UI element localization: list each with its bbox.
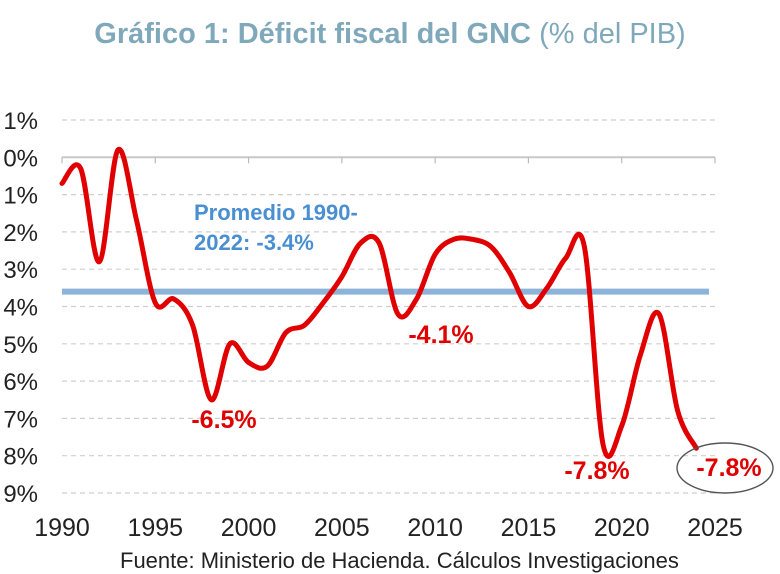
y-tick-label: 0% — [3, 145, 38, 172]
series-layer — [59, 146, 699, 459]
y-tick-label: 3% — [3, 257, 38, 284]
x-axis-ticks: 1990 1995 2000 2005 2010 2015 2020 2025 — [34, 157, 743, 542]
average-label: Promedio 1990- — [194, 200, 358, 225]
x-tick-label: 1995 — [127, 514, 183, 542]
y-tick-label: 4% — [3, 295, 38, 322]
source-note: Fuente: Ministerio de Hacienda. Cálculos… — [120, 548, 679, 573]
y-tick-label: 8% — [3, 444, 38, 471]
data-label: -6.5% — [191, 406, 256, 434]
y-tick-label: 2% — [3, 220, 38, 247]
x-tick-label: 2005 — [314, 514, 370, 542]
data-label: -4.1% — [408, 321, 473, 349]
annotation-layer: -6.5% -4.1% -7.8% -7.8% — [191, 321, 774, 494]
y-axis-ticks: 1% 0% 1% 2% 3% 4% 5% 6% 7% 8% 9% — [3, 108, 38, 508]
series-line — [59, 146, 699, 459]
x-tick-label: 2010 — [407, 514, 463, 542]
y-tick-label: 9% — [3, 481, 38, 508]
chart-title-main: Gráfico 1: Déficit fiscal del GNC — [94, 18, 531, 50]
y-tick-label: 7% — [3, 406, 38, 433]
highlight-circle — [676, 442, 774, 494]
x-tick-label: 1990 — [34, 514, 90, 542]
data-label: -7.8% — [564, 457, 629, 485]
data-label: -7.8% — [696, 454, 761, 482]
average-layer: Promedio 1990- 2022: -3.4% — [62, 200, 709, 295]
grid-layer — [62, 119, 715, 494]
y-tick-label: 1% — [3, 183, 38, 210]
average-label: 2022: -3.4% — [194, 230, 314, 255]
chart-title-unit: (% del PIB) — [539, 18, 686, 50]
x-tick-label: 2020 — [594, 514, 650, 542]
chart-title: Gráfico 1: Déficit fiscal del GNC (% del… — [0, 18, 780, 51]
y-tick-label: 6% — [3, 369, 38, 396]
x-tick-label: 2000 — [221, 514, 277, 542]
x-tick-label: 2025 — [687, 514, 743, 542]
y-tick-label: 5% — [3, 332, 38, 359]
x-tick-label: 2015 — [501, 514, 557, 542]
y-tick-label: 1% — [3, 108, 38, 135]
